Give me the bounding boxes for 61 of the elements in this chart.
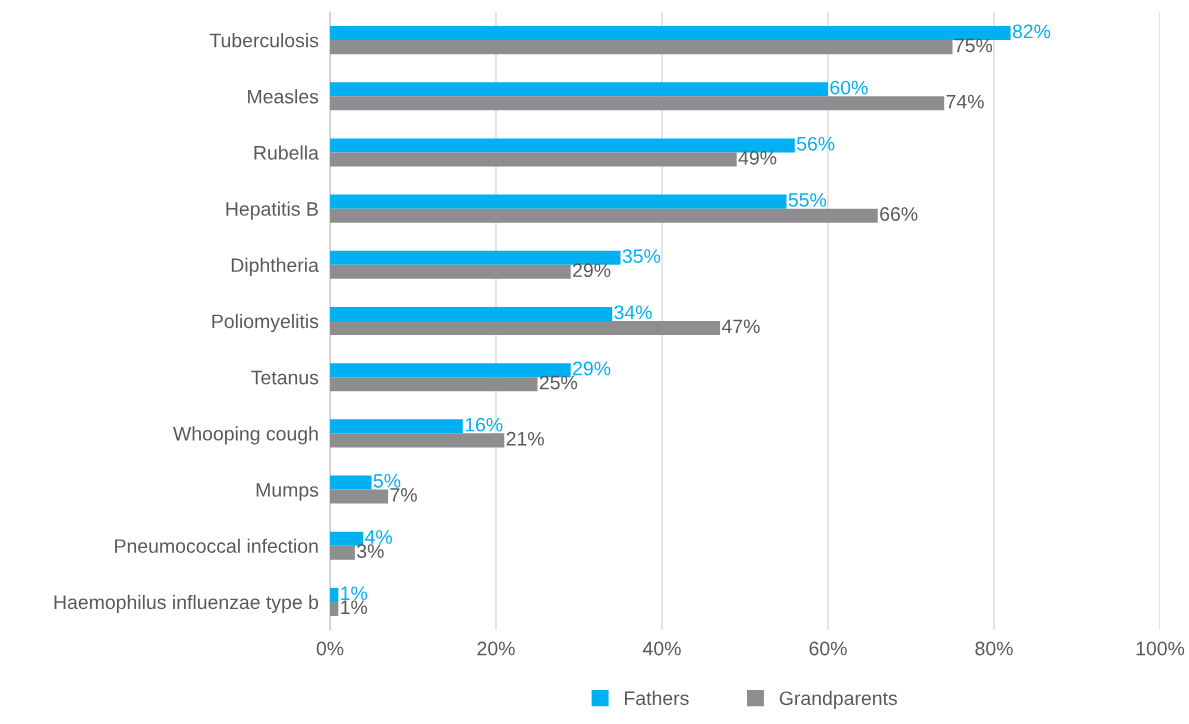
bar	[330, 321, 721, 336]
bar	[330, 419, 463, 434]
data-label: 47%	[721, 319, 760, 334]
bar	[330, 306, 613, 321]
y-tick-label: Haemophilus influenzae type b	[54, 594, 319, 613]
y-tick-label: Mumps	[256, 483, 319, 501]
bar	[330, 138, 795, 153]
y-tick-label: Hepatitis B	[226, 201, 318, 220]
y-tick-label: Poliomyelitis	[212, 313, 319, 333]
x-tick-label: 20%	[477, 641, 515, 656]
data-label: 3%	[357, 544, 384, 558]
bar	[330, 96, 945, 111]
data-label: 29%	[573, 263, 611, 278]
x-tick-label: 0%	[316, 641, 344, 656]
y-tick-label: Tuberculosis	[209, 33, 319, 48]
y-tick-label: Whooping cough	[173, 426, 318, 445]
legend-label: Fathers	[625, 690, 689, 706]
x-tick-label: 60%	[809, 641, 847, 656]
y-tick-label: Rubella	[254, 145, 319, 160]
x-tick-label: 40%	[642, 641, 681, 656]
y-tick-label: Measles	[248, 89, 319, 104]
data-label: 16%	[465, 417, 503, 432]
data-label: 74%	[946, 94, 984, 109]
data-label: 60%	[830, 80, 868, 95]
data-label: 4%	[365, 530, 392, 544]
data-label: 1%	[341, 600, 368, 615]
data-label: 35%	[622, 249, 661, 264]
bar	[330, 40, 953, 55]
data-label: 29%	[573, 361, 611, 376]
bar	[330, 82, 828, 97]
bar	[330, 377, 538, 392]
bar	[330, 545, 355, 560]
bar	[330, 531, 364, 546]
data-label: 1%	[341, 586, 368, 601]
bar	[330, 601, 339, 616]
data-label: 66%	[880, 207, 918, 221]
legend-label: Grandparents	[779, 690, 897, 709]
data-label: 56%	[796, 136, 835, 151]
x-tick-label: 100%	[1136, 641, 1185, 656]
x-tick-label: 80%	[975, 641, 1013, 656]
bar	[330, 433, 505, 448]
bar	[330, 264, 571, 279]
data-label: 55%	[788, 193, 827, 207]
bar	[330, 208, 878, 223]
data-label: 82%	[1012, 24, 1051, 39]
bar	[330, 194, 787, 209]
data-label: 21%	[506, 431, 544, 446]
bar	[330, 587, 339, 602]
data-label: 75%	[954, 38, 993, 53]
data-label: 5%	[373, 474, 401, 488]
data-label: 49%	[738, 150, 777, 165]
bar	[330, 152, 737, 167]
bar	[330, 489, 389, 504]
y-tick-label: Tetanus	[251, 370, 319, 385]
data-label: 34%	[614, 305, 652, 320]
y-tick-label: Pneumococcal infection	[115, 538, 318, 553]
data-label: 7%	[390, 488, 417, 502]
bar	[330, 475, 372, 490]
data-label: 25%	[539, 375, 578, 390]
bar	[330, 250, 621, 265]
y-tick-label: Diphtheria	[231, 257, 319, 276]
